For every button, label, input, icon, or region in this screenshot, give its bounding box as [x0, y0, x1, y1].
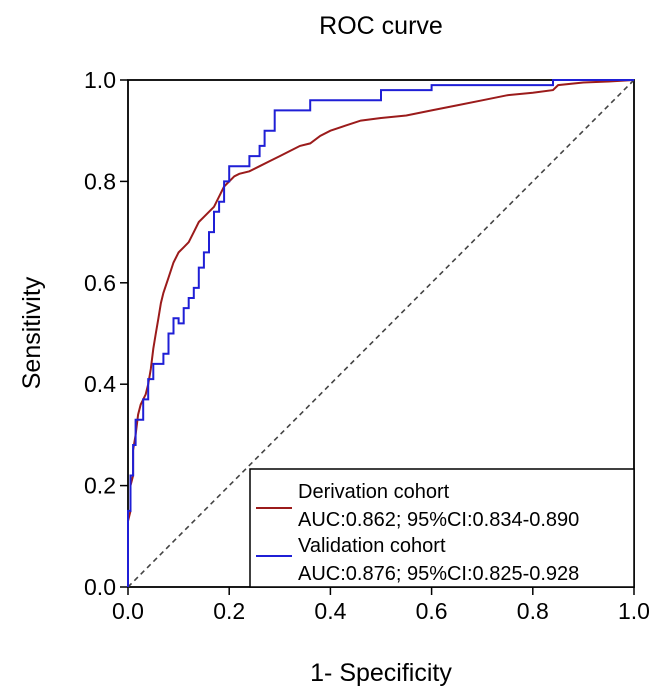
x-tick-label: 0.6	[416, 598, 448, 624]
x-tick-label: 0.4	[314, 598, 346, 624]
legend-box	[249, 468, 635, 588]
validation-cohort-curve	[127, 79, 634, 587]
y-axis: 0.0 0.2 0.4 0.6 0.8 1.0	[84, 67, 128, 600]
x-axis-title: 1- Specificity	[310, 659, 452, 687]
y-axis-title: Sensitivity	[18, 276, 46, 389]
legend-label-validation: Validation cohort	[298, 535, 446, 557]
x-tick-label: 0.0	[112, 598, 144, 624]
y-tick-label: 0.2	[84, 473, 116, 499]
y-tick-label: 0.4	[84, 371, 116, 397]
x-tick-label: 0.8	[517, 598, 549, 624]
legend: Derivation cohort AUC:0.862; 95%CI:0.834…	[249, 468, 635, 588]
reference-diagonal-line	[127, 79, 635, 588]
legend-auc-derivation: AUC:0.862; 95%CI:0.834-0.890	[298, 509, 579, 531]
y-tick-label: 0.0	[84, 574, 116, 600]
y-tick-label: 0.6	[84, 270, 116, 296]
series-layer	[127, 79, 635, 588]
x-axis: 0.0 0.2 0.4 0.6 0.8 1.0	[112, 587, 650, 624]
legend-auc-validation: AUC:0.876; 95%CI:0.825-0.928	[298, 563, 579, 585]
x-tick-label: 0.2	[213, 598, 245, 624]
chart-title: ROC curve	[319, 12, 443, 40]
legend-label-derivation: Derivation cohort	[298, 481, 450, 503]
x-tick-label: 1.0	[618, 598, 650, 624]
y-tick-label: 1.0	[84, 67, 116, 93]
y-tick-label: 0.8	[84, 168, 116, 194]
